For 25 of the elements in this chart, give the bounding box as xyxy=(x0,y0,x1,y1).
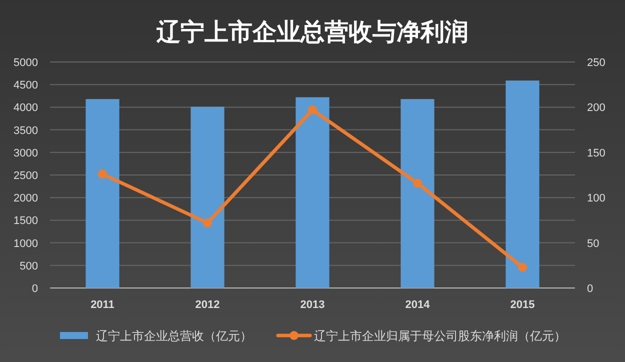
x-tick-label: 2013 xyxy=(300,299,325,311)
y-tick-label: 4000 xyxy=(14,102,38,114)
y2-tick-label: 250 xyxy=(587,57,606,69)
y-tick-label: 0 xyxy=(32,283,38,295)
y-tick-label: 1500 xyxy=(14,215,38,228)
y2-tick-label: 200 xyxy=(587,102,606,114)
y-tick-label: 2500 xyxy=(14,170,38,182)
y-tick-label: 5000 xyxy=(14,57,38,69)
y-tick-label: 2000 xyxy=(14,192,38,205)
y-tick-label: 3000 xyxy=(14,147,38,160)
y2-tick-label: 50 xyxy=(587,238,600,250)
y-tick-label: 4500 xyxy=(14,80,38,92)
x-tick-label: 2011 xyxy=(90,299,114,311)
y-tick-label: 500 xyxy=(20,260,38,272)
y2-tick-label: 0 xyxy=(587,283,594,295)
x-tick-label: 2014 xyxy=(405,299,431,311)
y2-tick-label: 100 xyxy=(587,192,606,205)
y2-tick-label: 150 xyxy=(587,147,606,160)
y-tick-label: 3500 xyxy=(14,124,38,137)
legend-label: 辽宁上市企业归属于母公司股东净利润（亿元） xyxy=(314,329,566,343)
x-tick-label: 2012 xyxy=(195,299,220,311)
chart-title: 辽宁上市企业总营收与净利润 xyxy=(156,19,468,46)
y-tick-label: 1000 xyxy=(14,238,38,250)
x-tick-label: 2015 xyxy=(510,299,535,311)
legend-label: 辽宁上市企业总营收（亿元） xyxy=(96,329,252,343)
